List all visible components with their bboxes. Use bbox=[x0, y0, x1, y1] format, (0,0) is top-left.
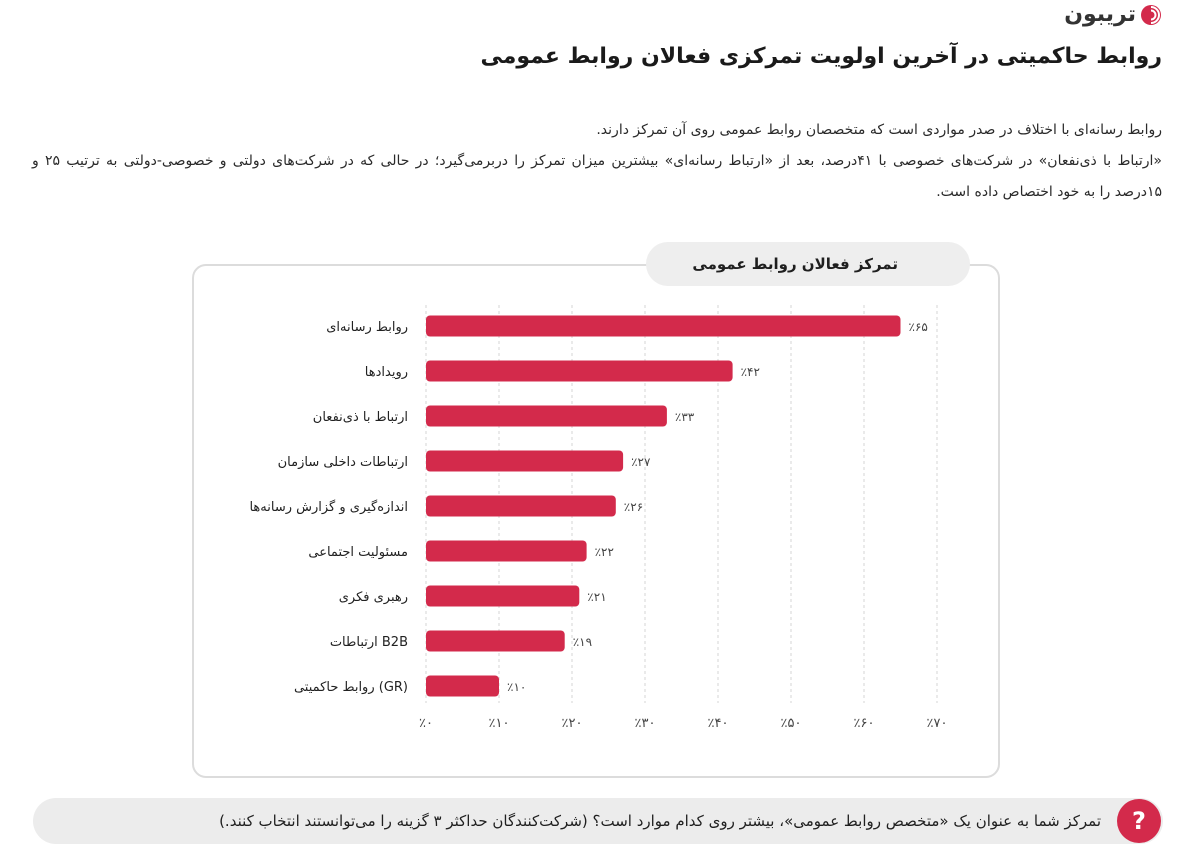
category-label: روابط رسانه‌ای bbox=[326, 320, 408, 335]
chart-frame bbox=[192, 264, 1000, 778]
value-label: ٪۱۰ bbox=[507, 680, 526, 694]
bar bbox=[426, 540, 587, 562]
chart-title: تمرکز فعالان روابط عمومی bbox=[646, 242, 970, 286]
x-tick-label: ٪۶۰ bbox=[854, 716, 875, 731]
value-label: ٪۲۷ bbox=[631, 455, 651, 469]
bar bbox=[426, 360, 733, 382]
question-text: تمرکز شما به عنوان یک «متخصص روابط عمومی… bbox=[219, 812, 1101, 830]
brand-mark-icon bbox=[1140, 4, 1162, 26]
intro-text: روابط رسانه‌ای با اختلاف در صدر مواردی ا… bbox=[32, 115, 1162, 208]
category-label: رویدادها bbox=[365, 365, 408, 380]
category-label: روابط حاکمیتی (GR) bbox=[294, 680, 408, 695]
value-label: ٪۴۲ bbox=[741, 365, 760, 379]
value-label: ٪۳۳ bbox=[675, 410, 695, 424]
bar bbox=[426, 585, 580, 607]
x-tick-label: ٪۵۰ bbox=[781, 716, 802, 731]
question-bar: ? تمرکز شما به عنوان یک «متخصص روابط عمو… bbox=[33, 798, 1163, 844]
category-label: مسئولیت اجتماعی bbox=[308, 545, 408, 560]
bar bbox=[426, 675, 499, 697]
brand-logo: تریبون bbox=[1064, 3, 1162, 27]
x-tick-label: ٪۳۰ bbox=[635, 716, 656, 731]
category-label: اندازه‌گیری و گزارش رسانه‌ها bbox=[249, 499, 408, 515]
intro-line-1: روابط رسانه‌ای با اختلاف در صدر مواردی ا… bbox=[596, 122, 1162, 138]
bar bbox=[426, 315, 901, 337]
category-label: ارتباطات داخلی سازمان bbox=[278, 455, 408, 470]
x-tick-label: ٪۷۰ bbox=[927, 716, 948, 731]
category-label: رهبری فکری bbox=[339, 590, 408, 605]
bar bbox=[426, 405, 667, 427]
question-icon: ? bbox=[1117, 799, 1161, 843]
x-tick-label: ٪۱۰ bbox=[489, 716, 510, 731]
bar bbox=[426, 630, 565, 652]
bar bbox=[426, 495, 616, 517]
page-title: روابط حاکمیتی در آخرین اولویت تمرکزی فعا… bbox=[480, 44, 1163, 69]
value-label: ٪۲۶ bbox=[624, 500, 643, 514]
category-label: ارتباطات B2B bbox=[330, 635, 408, 650]
intro-line-2: «ارتباط با ذی‌نفعان» در شرکت‌های خصوصی ب… bbox=[32, 153, 1162, 200]
x-tick-label: ٪۲۰ bbox=[562, 716, 583, 731]
brand-name: تریبون bbox=[1064, 2, 1136, 27]
x-tick-label: ٪۴۰ bbox=[708, 716, 729, 731]
value-label: ٪۱۹ bbox=[573, 635, 592, 649]
bar bbox=[426, 450, 624, 472]
category-label: ارتباط با ذی‌نفعان bbox=[313, 410, 408, 425]
value-label: ٪۲۱ bbox=[587, 590, 606, 604]
value-label: ٪۲۲ bbox=[595, 545, 614, 559]
x-tick-label: ٪۰ bbox=[419, 716, 433, 731]
value-label: ٪۶۵ bbox=[909, 320, 928, 334]
